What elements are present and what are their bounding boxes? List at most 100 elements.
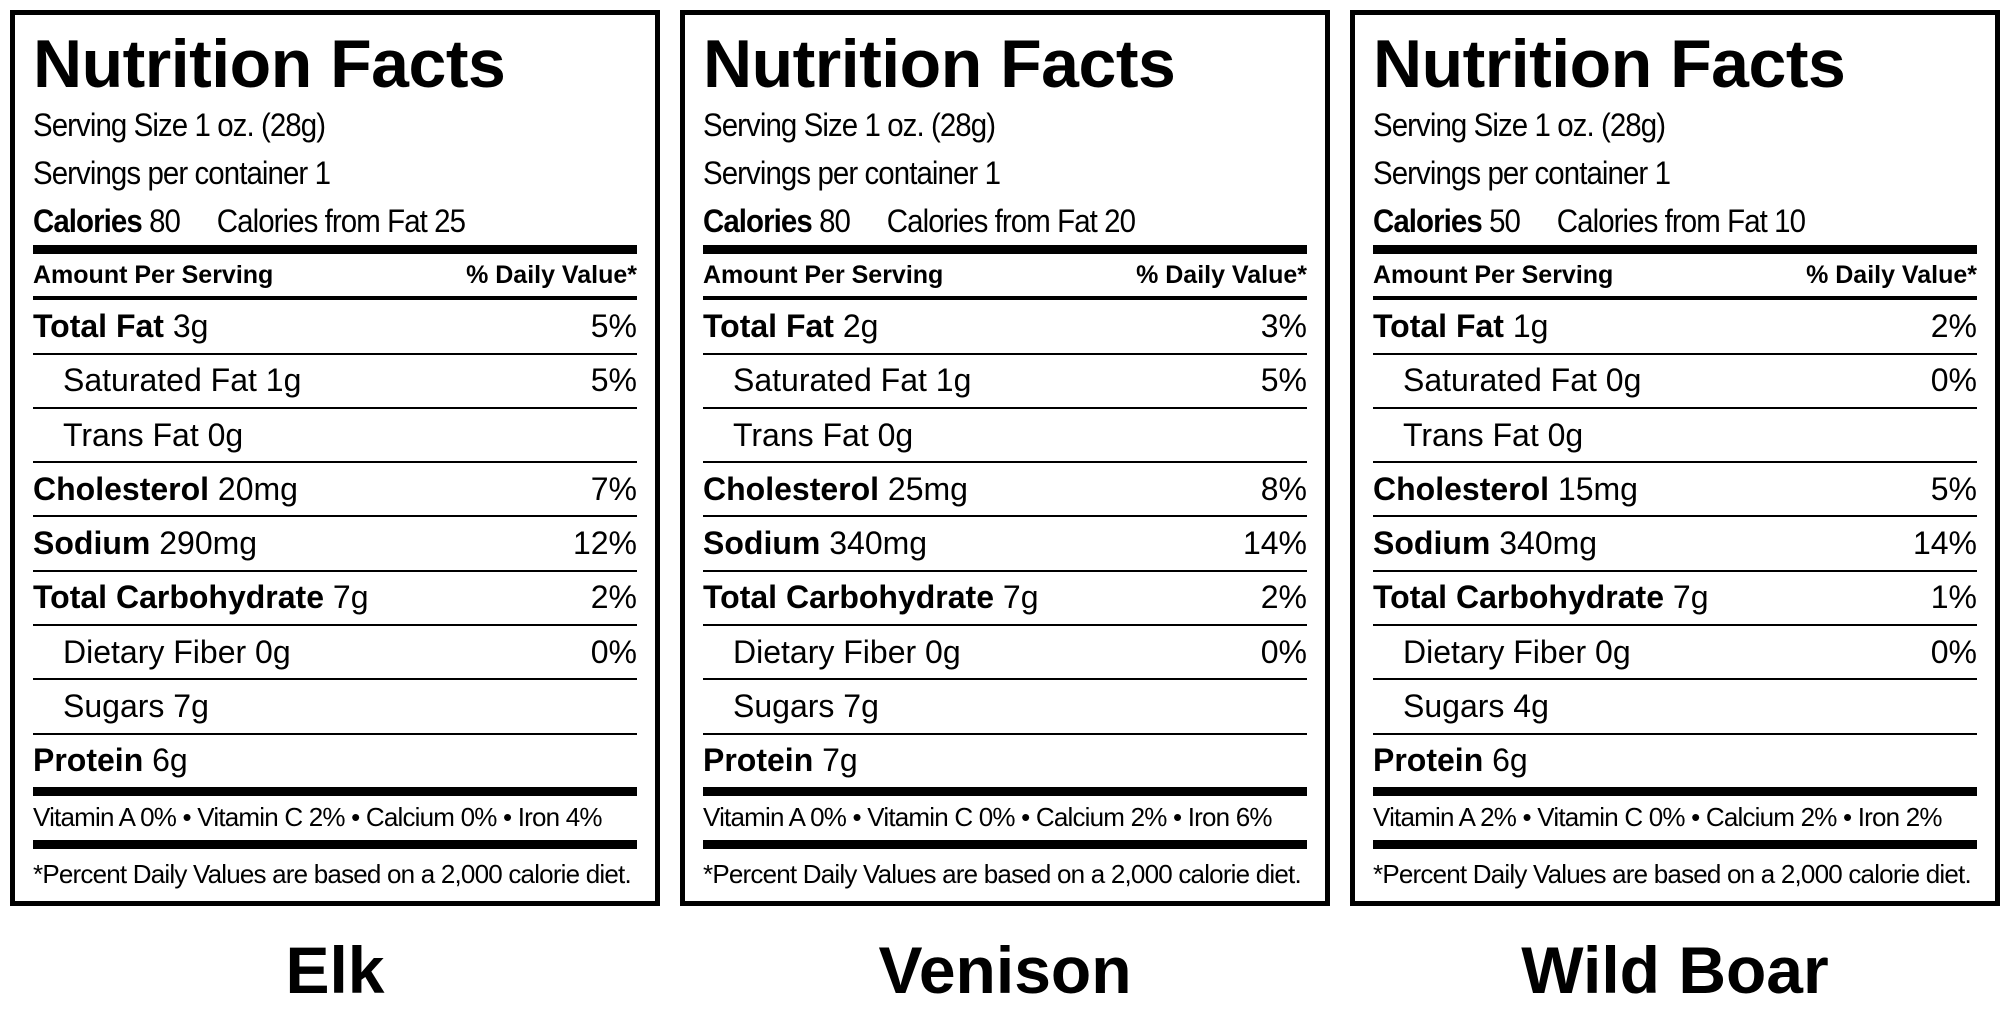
nutrient-name: Trans Fat <box>733 416 869 453</box>
nutrient-amount: 340mg <box>1499 525 1598 562</box>
calories-label: Calories <box>1373 203 1483 239</box>
product-name: Wild Boar <box>1521 933 1829 1007</box>
nutrient-row: Protein 6g <box>1373 732 1977 787</box>
footnote: *Percent Daily Values are based on a 2,0… <box>703 859 1302 890</box>
nutrient-amount: 0g <box>877 416 914 453</box>
calories-label: Calories <box>703 203 813 239</box>
nutrient-name: Dietary Fiber <box>63 633 247 670</box>
nutrient-row: Sugars 7g <box>33 678 637 732</box>
nutrient-row: Sodium 340mg 14% <box>703 515 1307 569</box>
nutrient-name: Cholesterol <box>703 470 880 507</box>
daily-value: 0% <box>590 633 637 670</box>
nutrient-amount: 0g <box>207 416 244 453</box>
thick-rule <box>1373 786 1977 796</box>
nutrient-name: Sugars <box>63 687 165 724</box>
nutrition-label: Nutrition Facts Serving Size 1 oz. (28g) S… <box>1350 10 2000 906</box>
servings-per-container: Servings per container 1 <box>1373 155 1671 191</box>
daily-value: 2% <box>1260 579 1307 616</box>
nutrient-amount: 15mg <box>1557 470 1638 507</box>
calories: Calories 80 <box>33 197 181 245</box>
nutrient-name: Trans Fat <box>63 416 199 453</box>
nutrient-name: Total Fat <box>703 307 834 344</box>
nutrient-name: Sodium <box>1373 525 1491 562</box>
nutrient-name: Sugars <box>1403 687 1505 724</box>
nutrient-row: Sugars 7g <box>703 678 1307 732</box>
nutrient-row: Total Carbohydrate 7g 2% <box>703 569 1307 624</box>
daily-value: 2% <box>1930 307 1977 344</box>
daily-value: 1% <box>1930 579 1977 616</box>
nutrient-row: Total Carbohydrate 7g 2% <box>33 569 637 624</box>
calories-line: Calories 50 Calories from Fat 10 <box>1373 197 1929 245</box>
vitamins: Vitamin A 2% • Vitamin C 0% • Calcium 2%… <box>1373 802 1943 833</box>
nutrient-row: Trans Fat 0g <box>1373 406 1977 461</box>
daily-value-header: % Daily Value* <box>466 260 637 289</box>
nutrient-row: Sugars 4g <box>1373 678 1977 732</box>
daily-value-header: % Daily Value* <box>1806 260 1977 289</box>
nutrient-amount: 6g <box>1492 742 1528 779</box>
servings-per-container: Servings per container 1 <box>703 155 1001 191</box>
nutrient-amount: 6g <box>152 742 188 779</box>
serving-size: Serving Size 1 oz. (28g) <box>703 107 996 143</box>
nutrient-row: Saturated Fat 1g 5% <box>33 352 637 407</box>
daily-value: 14% <box>1242 525 1307 562</box>
nutrient-name: Saturated Fat <box>1403 362 1597 399</box>
nutrient-row: Total Fat 1g 2% <box>1373 300 1977 352</box>
nutrient-name: Protein <box>33 742 144 779</box>
calories-from-fat: Calories from Fat 10 <box>1556 203 1806 239</box>
nutrient-amount: 0g <box>925 633 961 670</box>
serving-size: Serving Size 1 oz. (28g) <box>1373 107 1666 143</box>
daily-value: 8% <box>1260 470 1307 507</box>
thick-rule <box>703 840 1307 849</box>
calories-from-fat: Calories from Fat 20 <box>886 203 1136 239</box>
nutrient-row: Trans Fat 0g <box>33 406 637 461</box>
daily-value: 5% <box>590 307 637 344</box>
nutrient-row: Total Fat 3g 5% <box>33 300 637 352</box>
nutrient-amount: 7g <box>1002 579 1039 616</box>
nutrient-name: Protein <box>1373 742 1484 779</box>
nutrient-amount: 1g <box>265 362 302 399</box>
nutrient-name: Dietary Fiber <box>733 633 917 670</box>
daily-value: 3% <box>1260 307 1307 344</box>
daily-value: 14% <box>1912 525 1977 562</box>
nutrition-label: Nutrition Facts Serving Size 1 oz. (28g) S… <box>680 10 1330 906</box>
nutrient-name: Total Fat <box>33 307 164 344</box>
nutrient-amount: 1g <box>1512 307 1549 344</box>
calories-value: 80 <box>819 203 851 239</box>
nutrient-row: Total Carbohydrate 7g 1% <box>1373 569 1977 624</box>
daily-value: 2% <box>590 579 637 616</box>
calories-label: Calories <box>33 203 143 239</box>
label-title: Nutrition Facts <box>33 26 506 102</box>
daily-value: 5% <box>1930 470 1977 507</box>
daily-value: 12% <box>572 525 637 562</box>
thick-rule <box>703 786 1307 796</box>
nutrient-amount: 0g <box>255 633 291 670</box>
thick-rule <box>1373 840 1977 849</box>
nutrient-row: Sodium 340mg 14% <box>1373 515 1977 569</box>
nutrient-amount: 7g <box>332 579 369 616</box>
nutrient-amount: 0g <box>1595 633 1631 670</box>
nutrient-row: Saturated Fat 1g 5% <box>703 352 1307 407</box>
table-header: Amount Per Serving % Daily Value* <box>1373 254 1977 301</box>
nutrient-amount: 7g <box>1672 579 1709 616</box>
table-header: Amount Per Serving % Daily Value* <box>33 254 637 301</box>
nutrient-row: Dietary Fiber 0g 0% <box>703 624 1307 678</box>
nutrient-row: Dietary Fiber 0g 0% <box>33 624 637 678</box>
daily-value: 0% <box>1260 633 1307 670</box>
nutrient-row: Trans Fat 0g <box>703 406 1307 461</box>
nutrient-amount: 0g <box>1605 362 1642 399</box>
nutrient-amount: 1g <box>935 362 972 399</box>
nutrient-row: Protein 6g <box>33 732 637 787</box>
amount-per-serving: Amount Per Serving <box>33 260 274 289</box>
nutrient-amount: 25mg <box>887 470 968 507</box>
nutrient-name: Saturated Fat <box>63 362 257 399</box>
nutrient-name: Total Carbohydrate <box>703 579 994 616</box>
nutrient-row: Saturated Fat 0g 0% <box>1373 352 1977 407</box>
nutrient-row: Cholesterol 20mg 7% <box>33 461 637 515</box>
nutrient-name: Cholesterol <box>1373 470 1550 507</box>
daily-value: 5% <box>1260 362 1307 399</box>
nutrient-amount: 3g <box>172 307 209 344</box>
nutrient-name: Cholesterol <box>33 470 210 507</box>
nutrient-name: Sodium <box>703 525 821 562</box>
serving-size: Serving Size 1 oz. (28g) <box>33 107 326 143</box>
product-name: Venison <box>878 933 1132 1007</box>
